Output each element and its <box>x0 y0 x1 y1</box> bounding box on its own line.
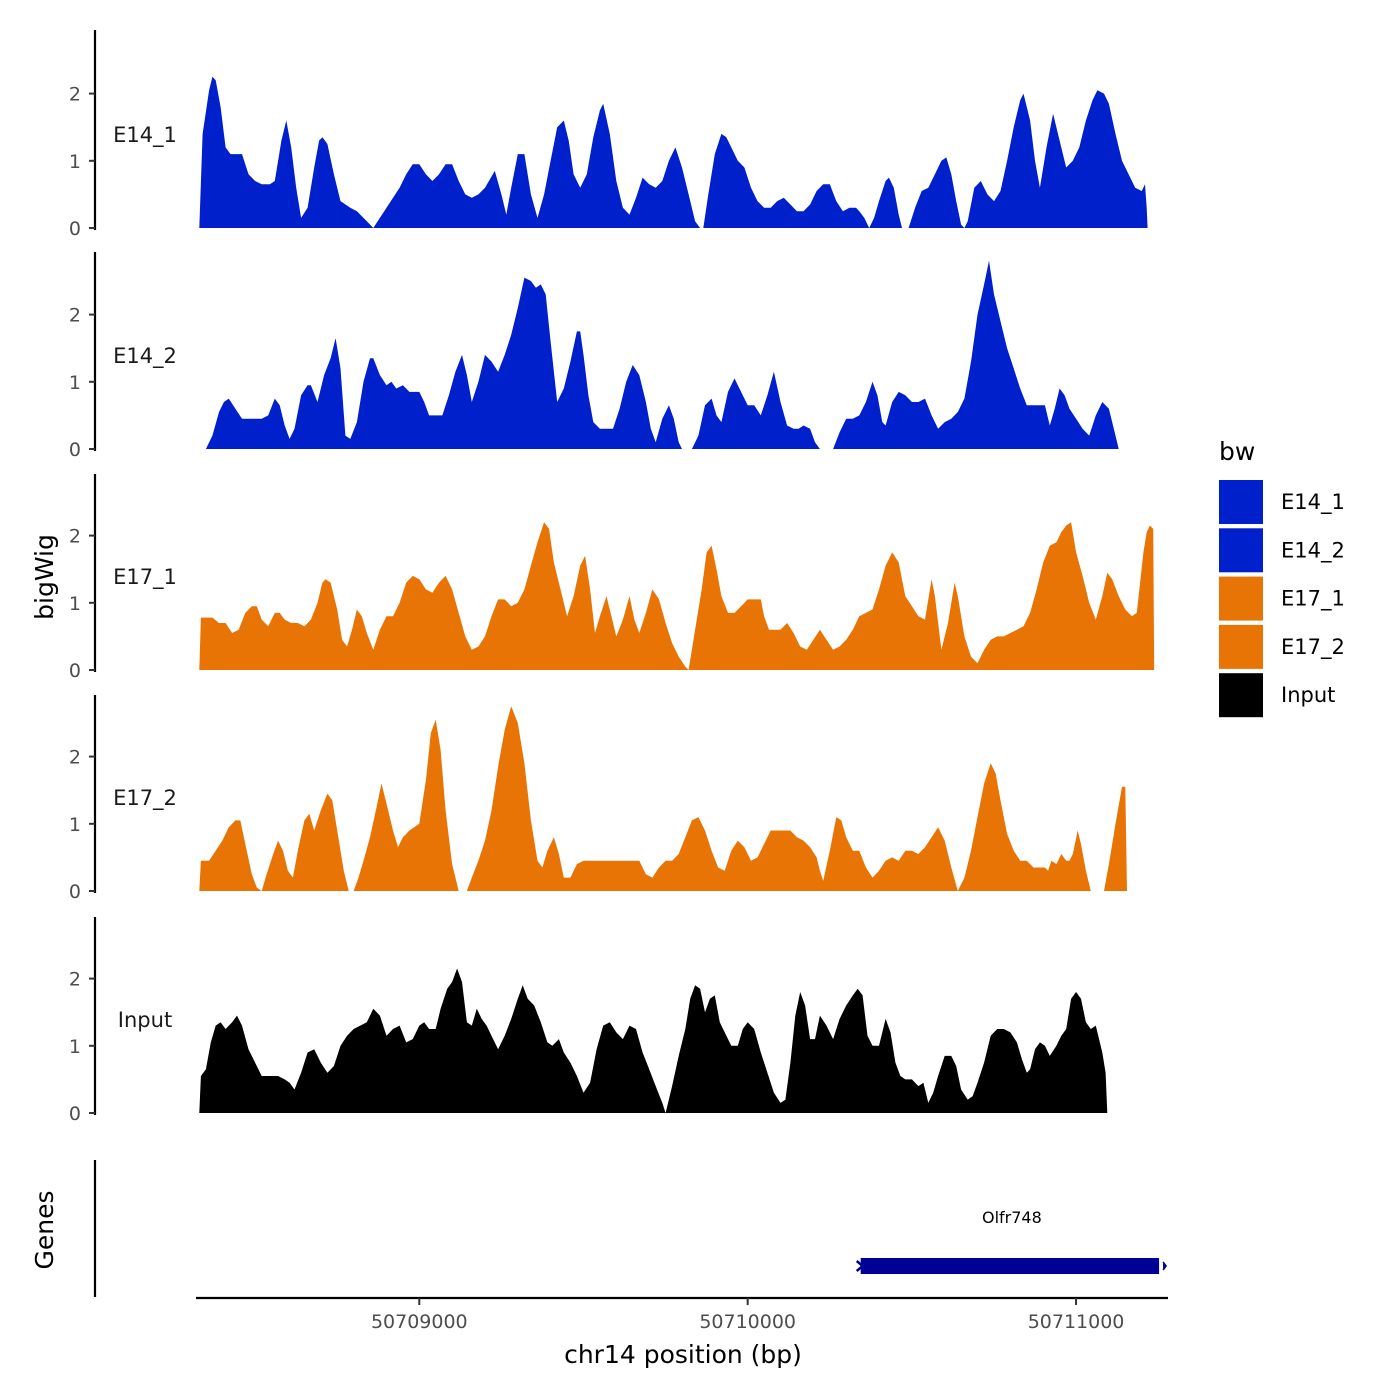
legend-swatch <box>1219 480 1263 524</box>
signal-area-e14-2 <box>205 260 1119 449</box>
legend-swatch <box>1219 673 1263 718</box>
gene-label: Olfr748 <box>982 1208 1042 1227</box>
track-e14-1: 0 1 2 E14_1 <box>69 30 1148 240</box>
legend-label: E17_1 <box>1281 587 1345 612</box>
track-label: E14_1 <box>113 123 177 148</box>
signal-area-e17-2 <box>199 706 1128 891</box>
y-tick-label: 2 <box>69 84 81 106</box>
y-tick-label: 0 <box>69 660 81 682</box>
gene-end-marker <box>1162 1261 1168 1271</box>
genes-axis-title: Genes <box>30 1190 59 1269</box>
legend-label: E17_2 <box>1281 635 1345 660</box>
y-tick-label: 1 <box>69 593 81 615</box>
gene-body <box>860 1258 1160 1274</box>
legend-item: E17_2 <box>1219 624 1345 669</box>
y-tick-label: 1 <box>69 1036 81 1058</box>
signal-area-e14-1 <box>199 76 1148 228</box>
legend-swatch <box>1219 576 1263 621</box>
x-axis: 50709000 50710000 50711000 <box>196 1296 1168 1333</box>
signal-area-input <box>199 968 1108 1113</box>
x-tick-label: 50709000 <box>371 1311 468 1333</box>
y-tick-label: 2 <box>69 305 81 327</box>
x-tick-label: 50710000 <box>699 1311 796 1333</box>
strand-arrow-icon <box>855 1260 865 1272</box>
track-input: 0 1 2 Input <box>69 917 1108 1125</box>
track-e14-2: 0 1 2 E14_2 <box>69 252 1119 461</box>
y-tick-label: 1 <box>69 814 81 836</box>
legend-label: E14_1 <box>1281 490 1345 515</box>
track-label: E14_2 <box>113 344 177 369</box>
legend: bw E14_1 E14_2 E17_1 E17_2 Input <box>1219 437 1345 718</box>
track-label: E17_1 <box>113 565 177 590</box>
track-label: E17_2 <box>113 786 177 811</box>
y-tick-label: 2 <box>69 747 81 769</box>
y-tick-label: 0 <box>69 218 81 240</box>
gene-track: Olfr748 <box>93 1160 1168 1297</box>
track-label: Input <box>118 1008 172 1032</box>
y-tick-label: 0 <box>69 1103 81 1125</box>
gene-olfr748: Olfr748 <box>855 1208 1168 1274</box>
signal-area-e17-1 <box>199 522 1155 670</box>
y-tick-label: 1 <box>69 372 81 394</box>
x-tick-label: 50711000 <box>1028 1311 1125 1333</box>
legend-item: E14_1 <box>1219 480 1345 524</box>
y-axis-title: bigWig <box>30 534 59 620</box>
legend-swatch <box>1219 624 1263 669</box>
x-axis-title: chr14 position (bp) <box>564 1340 802 1369</box>
track-e17-1: 0 1 2 E17_1 <box>69 474 1155 682</box>
track-e17-2: 0 1 2 E17_2 <box>69 695 1128 903</box>
legend-swatch <box>1219 528 1263 573</box>
legend-title: bw <box>1219 437 1255 466</box>
y-tick-label: 2 <box>69 526 81 548</box>
legend-label: Input <box>1281 683 1335 707</box>
signal-tracks: 0 1 2 E14_1 0 1 2 E14_2 0 1 2 E17_1 0 1 2 E17_2 0 1 2 Input <box>69 30 1155 1125</box>
legend-item: E17_1 <box>1219 576 1345 621</box>
y-tick-label: 1 <box>69 151 81 173</box>
legend-item: Input <box>1219 673 1335 718</box>
y-tick-label: 0 <box>69 881 81 903</box>
legend-label: E14_2 <box>1281 538 1345 563</box>
legend-item: E14_2 <box>1219 528 1345 573</box>
y-tick-label: 2 <box>69 969 81 991</box>
y-tick-label: 0 <box>69 439 81 461</box>
